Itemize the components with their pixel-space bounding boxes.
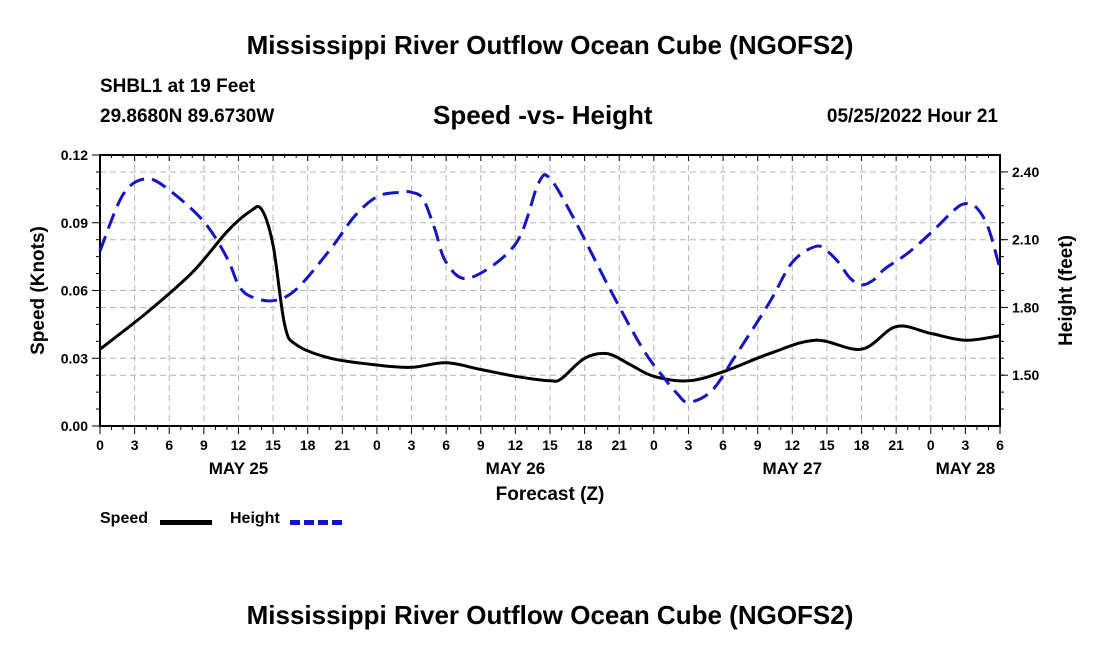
x-tick-label: 3 — [408, 437, 416, 453]
x-tick-label: 9 — [477, 437, 485, 453]
x-tick-label: 18 — [854, 437, 870, 453]
x-tick-label: 21 — [888, 437, 904, 453]
chart-title: Mississippi River Outflow Ocean Cube (NG… — [246, 30, 854, 60]
x-tick-label: 12 — [508, 437, 524, 453]
x-tick-label: 9 — [200, 437, 208, 453]
x-tick-label: 12 — [785, 437, 801, 453]
y2-tick-label: 1.80 — [1012, 299, 1039, 315]
y-axis-title: Speed (Knots) — [28, 226, 49, 355]
x-tick-label: 0 — [927, 437, 935, 453]
y-tick-label: 0.12 — [61, 147, 88, 163]
x-tick-label: 21 — [611, 437, 627, 453]
legend-height-swatch — [290, 520, 342, 525]
y2-tick-label: 2.10 — [1012, 232, 1039, 248]
y-tick-label: 0.06 — [61, 283, 88, 299]
x-tick-label: 6 — [996, 437, 1004, 453]
x-tick-label: 3 — [961, 437, 969, 453]
coordinates-label: 29.8680N 89.6730W — [100, 106, 275, 127]
x-tick-label: 6 — [165, 437, 173, 453]
legend-speed-swatch — [160, 520, 212, 525]
x-tick-label: 21 — [335, 437, 351, 453]
x-tick-label: 0 — [96, 437, 104, 453]
x-tick-label: 0 — [650, 437, 658, 453]
x-date-label: MAY 25 — [209, 459, 269, 478]
y2-axis-title: Height (feet) — [1056, 235, 1077, 346]
x-tick-label: 9 — [754, 437, 762, 453]
x-tick-label: 18 — [577, 437, 593, 453]
x-date-label: MAY 28 — [936, 459, 996, 478]
y-tick-label: 0.09 — [61, 215, 88, 231]
forecast-datetime: 05/25/2022 Hour 21 — [826, 106, 998, 127]
y-tick-label: 0.03 — [61, 350, 88, 366]
y-tick-label: 0.00 — [61, 418, 88, 434]
x-tick-label: 15 — [819, 437, 835, 453]
x-tick-label: 3 — [685, 437, 693, 453]
x-tick-label: 6 — [442, 437, 450, 453]
x-date-label: MAY 26 — [486, 459, 546, 478]
x-tick-label: 0 — [373, 437, 381, 453]
x-tick-label: 6 — [719, 437, 727, 453]
chart-subtitle: Speed -vs- Height — [433, 100, 653, 130]
x-tick-label: 15 — [265, 437, 281, 453]
x-axis-title: Forecast (Z) — [496, 484, 605, 505]
speed-series-line — [99, 204, 1001, 383]
y2-tick-label: 2.40 — [1012, 164, 1039, 180]
legend-speed-label: Speed — [100, 510, 149, 527]
height-series-line — [98, 173, 1002, 404]
x-tick-label: 15 — [542, 437, 558, 453]
station-label: SHBL1 at 19 Feet — [100, 76, 256, 97]
y2-tick-label: 1.50 — [1012, 367, 1039, 383]
x-tick-label: 12 — [231, 437, 247, 453]
footer-title: Mississippi River Outflow Ocean Cube (NG… — [246, 600, 854, 630]
x-tick-label: 18 — [300, 437, 316, 453]
legend-height-label: Height — [230, 510, 280, 527]
x-date-label: MAY 27 — [763, 459, 823, 478]
x-tick-label: 3 — [131, 437, 139, 453]
